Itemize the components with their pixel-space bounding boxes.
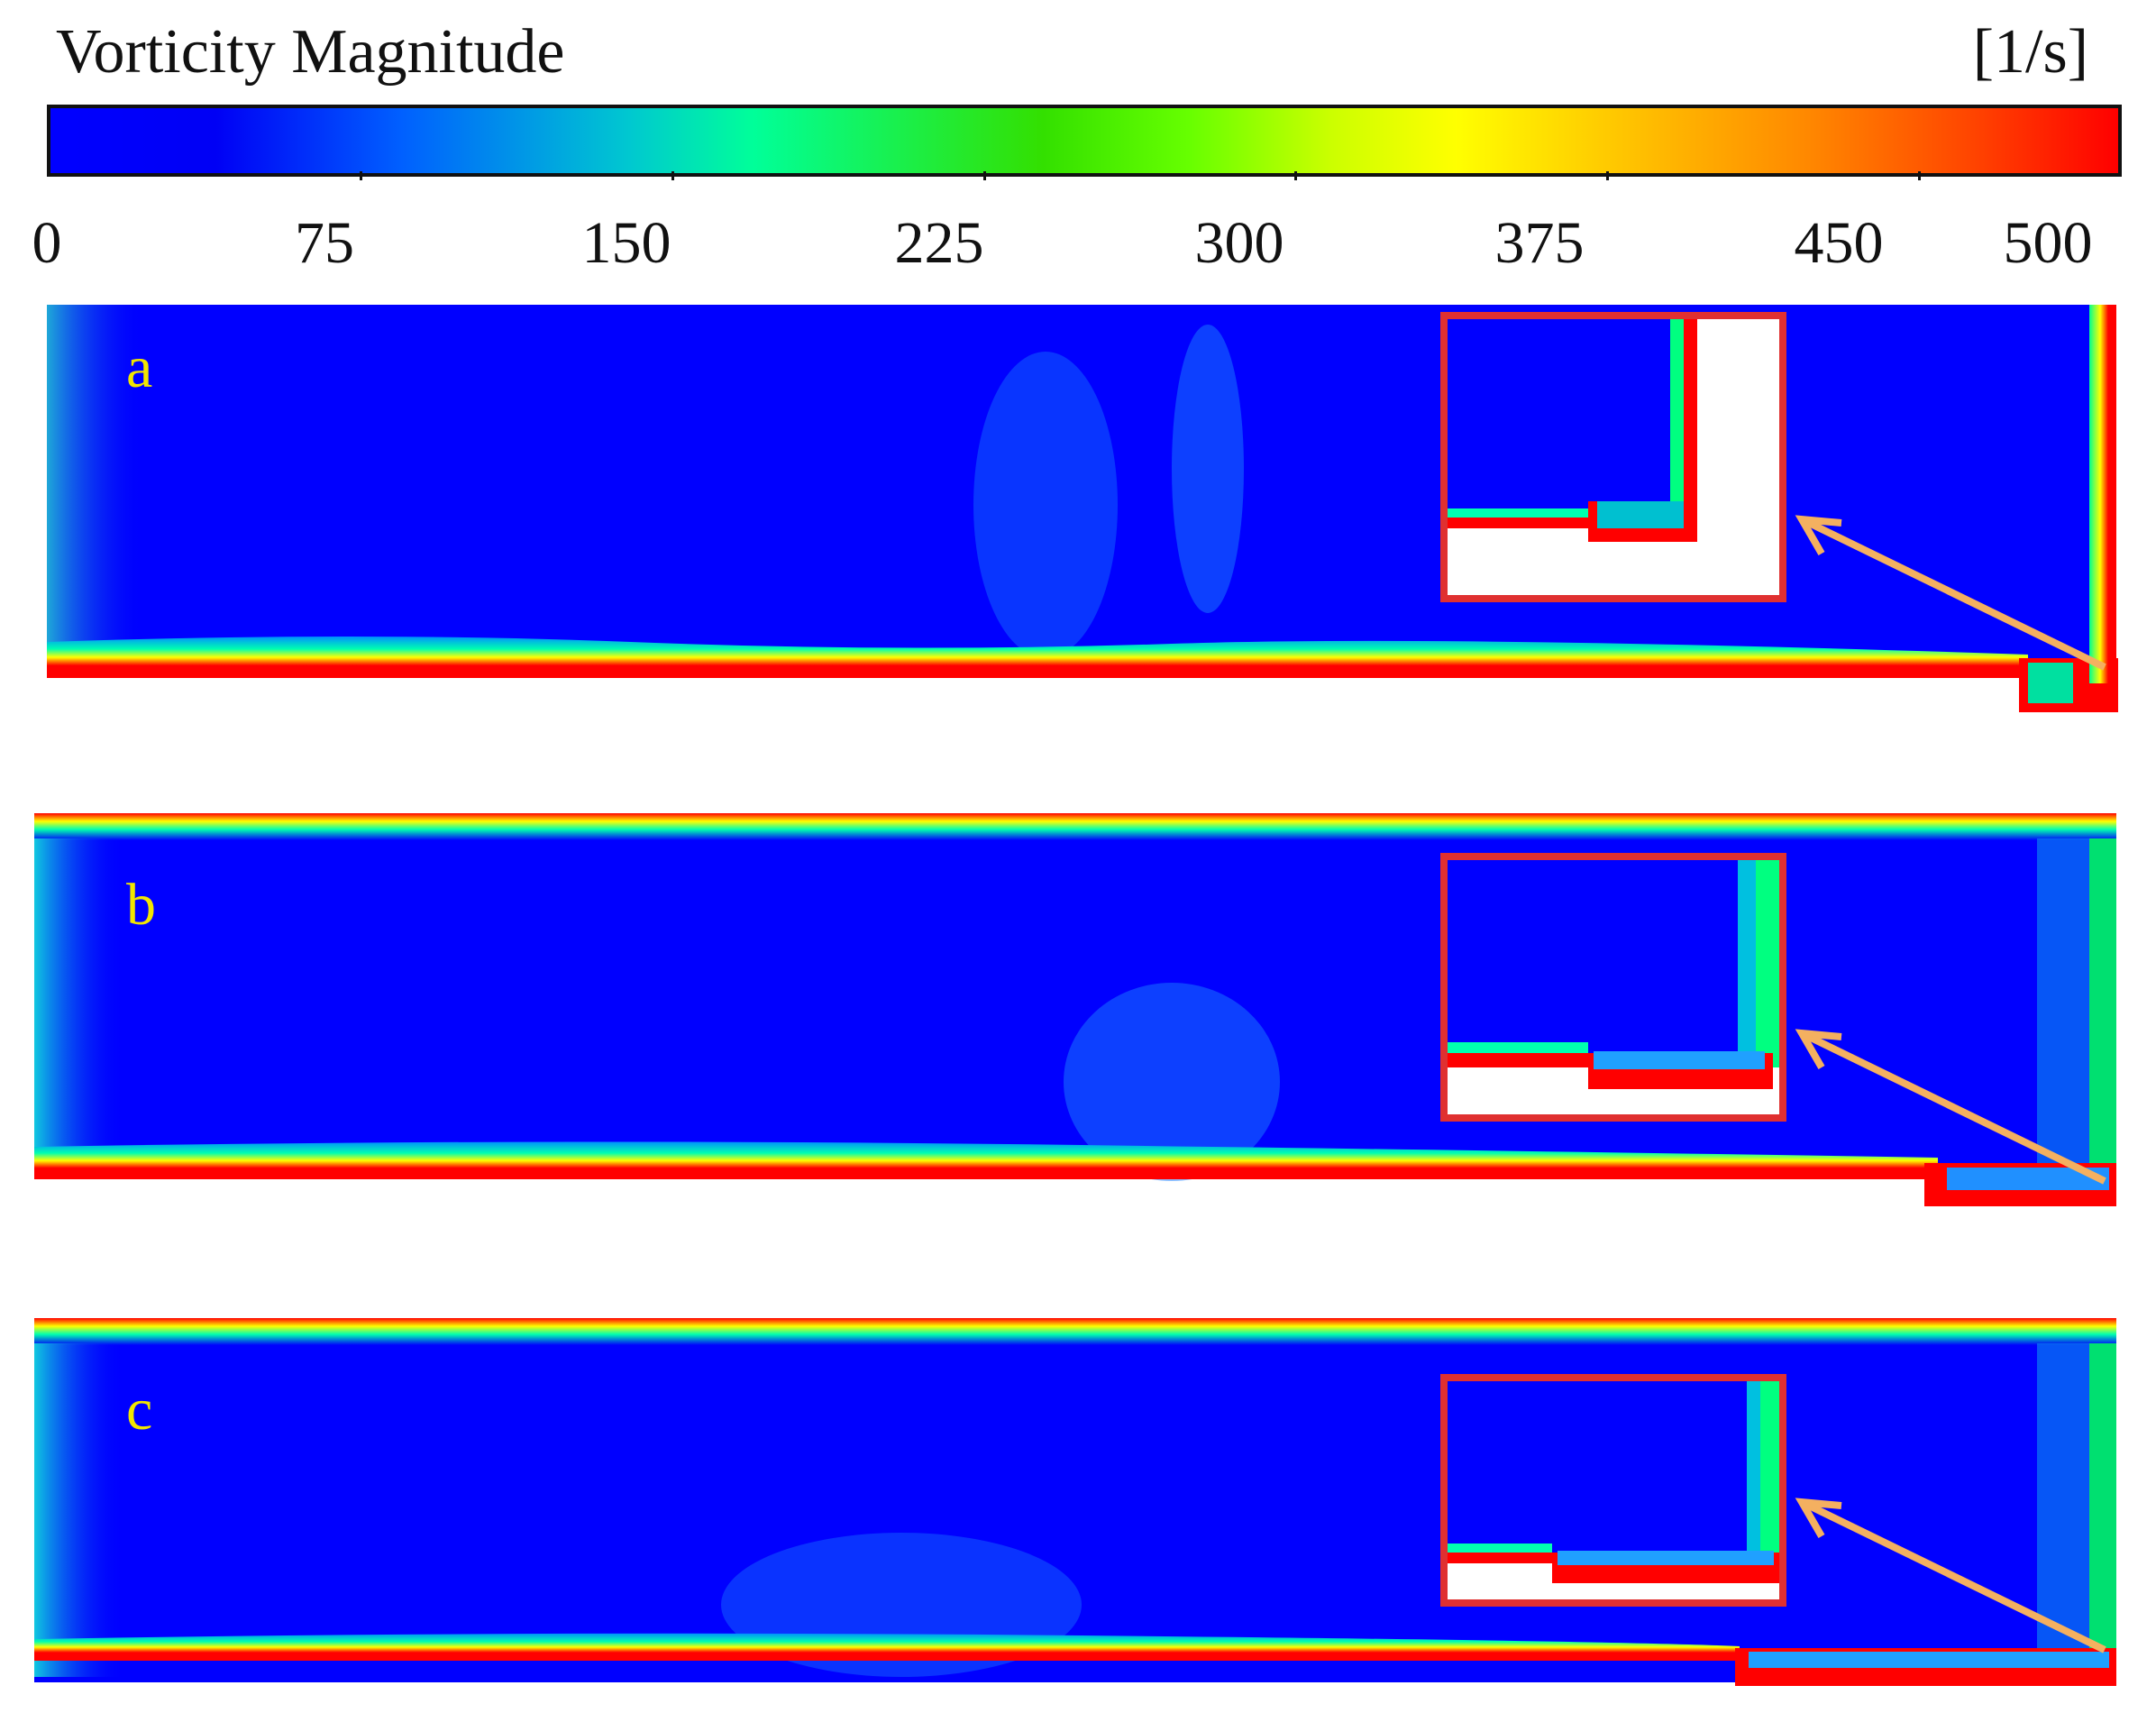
colorbar-tick-75 [360, 171, 362, 180]
tick-label-225: 225 [894, 210, 984, 276]
panel-a-label: a [126, 334, 153, 400]
colorbar-tick-225 [983, 171, 986, 180]
tick-label-500: 500 [2003, 210, 2093, 276]
colorbar-title: Vorticity Magnitude [56, 17, 565, 87]
tick-label-300: 300 [1194, 210, 1284, 276]
panel-b-inset [1440, 853, 1786, 1122]
colorbar-tick-150 [671, 171, 674, 180]
colorbar-tick-375 [1606, 171, 1609, 180]
panel-c-label: c [126, 1377, 153, 1443]
colorbar-unit: [1/s] [1972, 17, 2088, 87]
tick-label-450: 450 [1794, 210, 1884, 276]
panel-b-arrow [1795, 1029, 2106, 1185]
panel-b-label: b [126, 872, 156, 938]
panel-a-arrow [1795, 515, 2106, 671]
panel-c-arrow [1795, 1498, 2106, 1653]
tick-label-375: 375 [1494, 210, 1585, 276]
panel-c-inset [1440, 1374, 1786, 1607]
tick-label-0: 0 [32, 210, 62, 276]
tick-label-150: 150 [581, 210, 671, 276]
panel-a-inset [1440, 312, 1786, 602]
colorbar-tick-450 [1918, 171, 1921, 180]
tick-label-75: 75 [295, 210, 354, 276]
colorbar-tick-300 [1294, 171, 1297, 180]
colorbar [47, 105, 2122, 177]
